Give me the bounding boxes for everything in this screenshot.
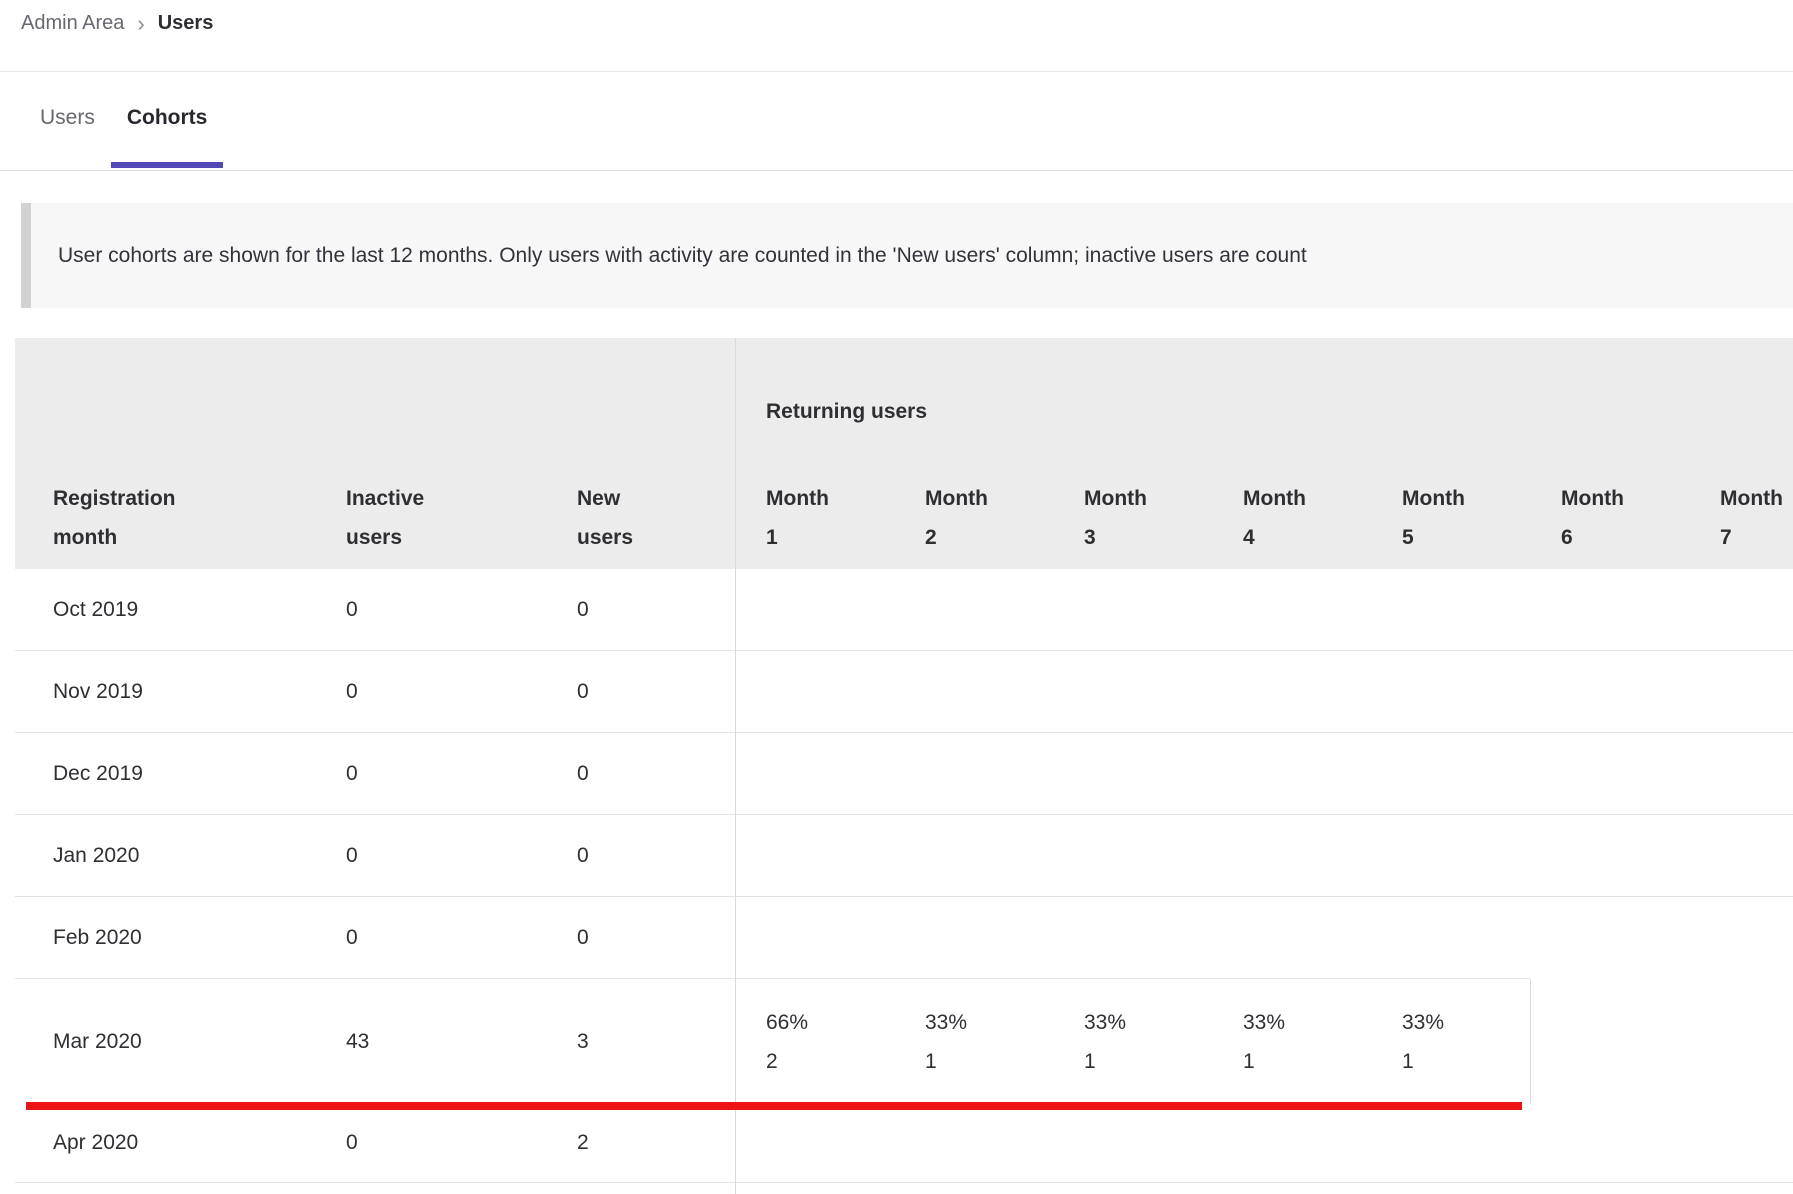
mar-row-cell-edge	[1530, 979, 1531, 1104]
inactive-users-cell: 0	[346, 926, 358, 949]
month-column-header: Month 5	[1402, 487, 1465, 549]
column-header-row: Registration month Inactive users New users Mo…	[15, 338, 1793, 569]
retention-count: 2	[766, 1049, 778, 1073]
banner-text: User cohorts are shown for the last 12 m…	[58, 243, 1307, 267]
registration-month-cell: Nov 2019	[53, 679, 143, 703]
cohorts-info-banner: User cohorts are shown for the last 12 m…	[21, 203, 1793, 308]
retention-count: 1	[1402, 1049, 1414, 1073]
cohort-row: Oct 2019 0 0	[15, 569, 1793, 651]
new-users-cell: 2	[577, 1131, 589, 1154]
column-header: Inactive users	[346, 487, 425, 549]
returning-users-group-header: Returning users	[766, 400, 928, 423]
returning-users-cell: 33% 1	[1212, 1003, 1371, 1081]
red-underline-annotation	[26, 1102, 1522, 1110]
new-users-cell: 0	[577, 926, 589, 949]
registration-month-cell: Jan 2020	[53, 843, 140, 867]
active-tab-indicator	[110, 162, 224, 168]
new-users-cell: 0	[577, 761, 589, 785]
cohorts-table-header: Returning users Registration month Inactiv…	[15, 338, 1793, 569]
registration-month-cell: Dec 2019	[53, 761, 143, 785]
inactive-users-cell: 43	[346, 1029, 370, 1053]
tab-users[interactable]: Users	[40, 106, 95, 129]
inactive-users-cell: 0	[346, 761, 358, 785]
month-column-header: Month 6	[1561, 487, 1624, 549]
breadcrumb-chevron-icon: ›	[137, 10, 145, 36]
column-header: Registration month	[53, 487, 176, 549]
tab-bar: Users Cohorts	[0, 88, 1793, 171]
breadcrumb-users[interactable]: Users	[157, 12, 214, 34]
new-users-cell: 0	[577, 843, 589, 867]
registration-month-cell: Feb 2020	[53, 926, 142, 949]
cohort-row: Feb 2020 0 0	[15, 897, 1793, 979]
tab-cohorts[interactable]: Cohorts	[110, 88, 224, 170]
registration-month-cell: Oct 2019	[53, 597, 139, 621]
returning-users-divider	[735, 338, 736, 1194]
retention-percent: 66%	[766, 1010, 809, 1034]
retention-percent: 33%	[925, 1010, 968, 1034]
new-users-cell: 0	[577, 679, 589, 703]
returning-users-cell: 33% 1	[1053, 1003, 1212, 1081]
cohort-row: Dec 2019 0 0	[15, 733, 1793, 815]
month-column-header: Month 2	[925, 487, 988, 549]
registration-month-cell: Apr 2020	[53, 1131, 139, 1154]
cohort-row: Jan 2020 0 0	[15, 815, 1793, 897]
cohorts-table-body: Oct 2019 0 0 Nov 2019 0 0 Dec 2019 0 0 Jan 2020 0 0…	[15, 569, 1793, 1183]
inactive-users-cell: 0	[346, 679, 358, 703]
retention-percent: 33%	[1402, 1010, 1445, 1034]
breadcrumb-admin-area[interactable]: Admin Area	[21, 12, 125, 34]
breadcrumb-divider	[0, 71, 1793, 72]
banner-accent-bar	[21, 203, 31, 308]
new-users-cell: 3	[577, 1029, 589, 1053]
cohort-row: Mar 2020 43 3 66% 2 33% 1 33% 1 33% 1 33% 1	[15, 979, 1793, 1104]
new-users-cell: 0	[577, 597, 589, 621]
cohorts-table: Returning users Registration month Inactiv…	[15, 338, 1793, 1194]
month-column-header: Month 1	[766, 487, 829, 549]
breadcrumb: Admin Area › Users	[21, 12, 213, 35]
month-column-header: Month 4	[1243, 487, 1306, 549]
inactive-users-cell: 0	[346, 843, 358, 867]
returning-users-cell: 33% 1	[1371, 1003, 1530, 1081]
cohort-row: Nov 2019 0 0	[15, 651, 1793, 733]
registration-month-cell: Mar 2020	[53, 1029, 142, 1053]
retention-count: 1	[1243, 1049, 1255, 1073]
month-column-header: Month 7	[1720, 487, 1783, 549]
returning-users-cell: 66% 2	[735, 1003, 894, 1081]
cohort-row: Apr 2020 0 2	[15, 1104, 1793, 1183]
tab-cohorts-label: Cohorts	[126, 106, 208, 129]
inactive-users-cell: 0	[346, 1131, 358, 1154]
inactive-users-cell: 0	[346, 597, 358, 621]
retention-percent: 33%	[1243, 1010, 1286, 1034]
month-column-header: Month 3	[1084, 487, 1147, 549]
column-header: New users	[577, 487, 634, 549]
retention-percent: 33%	[1084, 1010, 1127, 1034]
returning-users-cell: 33% 1	[894, 1003, 1053, 1081]
retention-count: 1	[925, 1049, 937, 1073]
retention-count: 1	[1084, 1049, 1096, 1073]
